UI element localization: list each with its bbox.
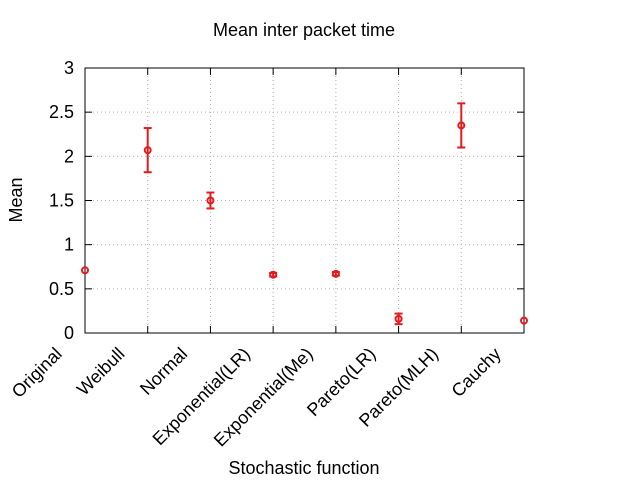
y-axis-label: Mean: [6, 177, 26, 222]
data-point: [269, 270, 278, 279]
x-tick-label: Cauchy: [448, 344, 505, 401]
data-point: [206, 196, 215, 205]
y-tick-label: 1: [64, 235, 74, 255]
x-axis-label: Stochastic function: [228, 458, 379, 478]
data-series: [81, 102, 528, 326]
data-point: [394, 314, 403, 323]
grid: [85, 68, 524, 333]
x-tick-label: Weibull: [73, 344, 129, 400]
y-tick-label: 2: [64, 146, 74, 166]
data-point: [143, 146, 152, 155]
y-tick-label: 1.5: [49, 191, 74, 211]
y-tick-label: 0: [64, 323, 74, 343]
data-point: [520, 316, 528, 325]
x-tick-label: Normal: [136, 344, 191, 399]
data-point: [81, 266, 89, 275]
data-point: [331, 269, 340, 278]
y-tick-label: 0.5: [49, 279, 74, 299]
y-axis: 0 0.5 1 1.5 2 2.5 3: [49, 58, 524, 343]
plot-frame: [84, 67, 525, 334]
x-tick-label: Original: [8, 344, 66, 402]
y-tick-label: 3: [64, 58, 74, 78]
data-point: [457, 121, 466, 130]
y-tick-label: 2.5: [49, 102, 74, 122]
chart-title: Mean inter packet time: [213, 20, 395, 40]
